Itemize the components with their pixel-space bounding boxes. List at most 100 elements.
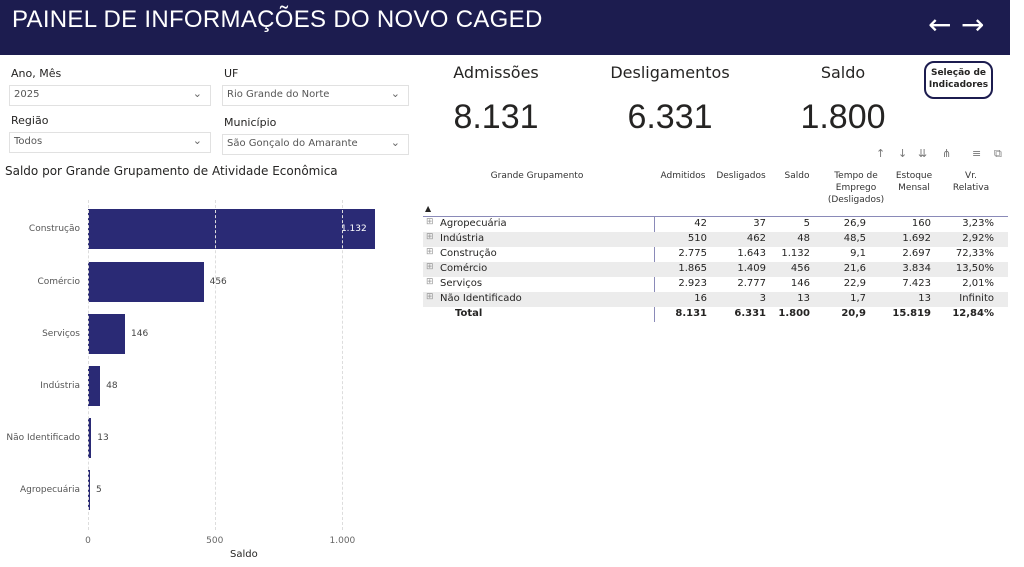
column-header[interactable]: Saldo — [747, 170, 847, 182]
arrow-left-icon[interactable]: ← — [928, 8, 952, 41]
table-cell: 13 — [797, 293, 810, 304]
data-label: 13 — [97, 433, 109, 443]
kpi-label-admissoes: Admissões — [453, 63, 539, 82]
bar-construção[interactable] — [88, 209, 375, 249]
expand-icon[interactable]: ⊞ — [426, 262, 434, 272]
column-header[interactable]: Grande Grupamento — [487, 170, 587, 182]
table-cell: 2.777 — [737, 278, 766, 289]
table-cell: 6.331 — [734, 308, 766, 319]
table-row[interactable]: Construção 2.775 1.643 1.132 9,1 2.697 72,33% ⊞ — [423, 247, 1008, 262]
table-cell: 9,1 — [850, 248, 866, 259]
municipio-dropdown[interactable]: São Gonçalo do Amarante ⌄ — [222, 134, 409, 155]
table-cell: 72,33% — [955, 248, 994, 259]
table-cell: 1.409 — [737, 263, 766, 274]
filter-label-regiao: Região — [11, 114, 49, 127]
data-label: 48 — [106, 381, 118, 391]
row-label: Indústria — [440, 233, 485, 244]
row-label: Total — [455, 308, 483, 319]
expand-icon[interactable]: ⊞ — [426, 277, 434, 287]
table-cell: 462 — [746, 233, 766, 244]
bar-comércio[interactable] — [88, 262, 204, 302]
filter-label-municipio: Município — [224, 116, 277, 129]
regiao-dropdown[interactable]: Todos ⌄ — [9, 132, 211, 153]
data-label: 146 — [131, 329, 149, 339]
expand-all-icon[interactable]: ⇊ — [918, 147, 928, 160]
dropdown-value: 2025 — [14, 89, 40, 100]
bar-indústria[interactable] — [88, 366, 101, 406]
table-cell: 3 — [759, 293, 766, 304]
gridline — [88, 200, 89, 530]
arrow-right-icon[interactable]: → — [961, 8, 985, 41]
hierarchy-icon[interactable]: ⋔ — [942, 147, 952, 160]
table-cell: 42 — [694, 218, 707, 229]
expand-icon[interactable]: ⊞ — [426, 247, 434, 257]
sort-indicator-icon[interactable]: ▲ — [425, 204, 432, 213]
column-header[interactable]: Tempo de Emprego (Desligados) — [806, 170, 906, 206]
data-label: 5 — [96, 485, 102, 495]
column-header-line: Relativa — [952, 183, 990, 193]
filter-icon[interactable]: ≡ — [972, 147, 982, 160]
column-header-line: Grande Grupamento — [490, 171, 584, 181]
sort-up-icon[interactable]: ↑ — [876, 147, 886, 160]
chevron-down-icon: ⌄ — [192, 87, 202, 100]
x-axis-label: Saldo — [230, 549, 258, 560]
filter-label-uf: UF — [224, 67, 239, 80]
column-header[interactable]: Desligados — [691, 170, 791, 182]
table-cell: 20,9 — [841, 308, 866, 319]
table-row[interactable]: Agropecuária 42 37 5 26,9 160 3,23% ⊞ — [423, 217, 1008, 232]
data-label: 1.132 — [340, 224, 367, 234]
column-header-line: Admitidos — [660, 171, 706, 181]
table-cell: 146 — [790, 278, 810, 289]
column-header-line: Emprego — [835, 183, 877, 193]
bar-serviços[interactable] — [88, 314, 125, 354]
table-cell: 12,84% — [952, 308, 994, 319]
category-label: Agropecuária — [19, 485, 80, 495]
dropdown-value: São Gonçalo do Amarante — [227, 138, 358, 149]
expand-icon[interactable]: ⊞ — [426, 217, 434, 227]
column-header-line: Desligados — [716, 171, 766, 181]
column-header-line: (Desligados) — [827, 195, 885, 205]
bar-não-identificado[interactable] — [88, 418, 92, 458]
filter-label-ano-mes: Ano, Mês — [11, 67, 62, 80]
x-tick-label: 0 — [85, 536, 91, 546]
column-header[interactable]: Estoque Mensal — [864, 170, 964, 194]
header-bar — [0, 0, 1010, 55]
ano-mes-dropdown[interactable]: 2025 ⌄ — [9, 85, 211, 106]
table-cell: 21,6 — [843, 263, 866, 274]
category-label: Não Identificado — [6, 433, 80, 443]
expand-icon[interactable]: ⊞ — [426, 232, 434, 242]
table-cell: 1.643 — [737, 248, 766, 259]
focus-mode-icon[interactable]: ⧉ — [994, 147, 1002, 160]
sort-down-icon[interactable]: ↓ — [898, 147, 908, 160]
dropdown-value: Rio Grande do Norte — [227, 89, 330, 100]
category-label: Construção — [28, 224, 80, 234]
column-header-line: Mensal — [898, 183, 930, 193]
x-tick-label: 1.000 — [329, 536, 356, 546]
selecao-indicadores-button[interactable]: Seleção de Indicadores — [924, 61, 993, 99]
column-header[interactable]: Vr. Relativa — [921, 170, 1021, 194]
table-cell: Infinito — [959, 293, 994, 304]
row-label: Não Identificado — [440, 293, 522, 304]
kpi-value-admissoes: 8.131 — [453, 98, 539, 136]
uf-dropdown[interactable]: Rio Grande do Norte ⌄ — [222, 85, 409, 106]
expand-icon[interactable]: ⊞ — [426, 292, 434, 302]
kpi-label-saldo: Saldo — [820, 63, 866, 82]
table-row[interactable]: Comércio 1.865 1.409 456 21,6 3.834 13,50% ⊞ — [423, 262, 1008, 277]
category-label: Comércio — [37, 277, 80, 287]
kpi-label-desligamentos: Desligamentos — [610, 63, 730, 82]
table-row[interactable]: Serviços 2.923 2.777 146 22,9 7.423 2,01% ⊞ — [423, 277, 1008, 292]
table-cell: 1.865 — [678, 263, 707, 274]
table-row[interactable]: Não Identificado 16 3 13 1,7 13 Infinito ⊞ — [423, 292, 1008, 307]
column-header-line: Tempo de — [834, 171, 878, 181]
table-row[interactable]: Indústria 510 462 48 48,5 1.692 2,92% ⊞ — [423, 232, 1008, 247]
bar-agropecuária[interactable] — [88, 470, 90, 510]
gridline — [214, 200, 216, 530]
table-cell: 510 — [687, 233, 707, 244]
row-label: Agropecuária — [440, 218, 507, 229]
table-cell: 2,92% — [962, 233, 994, 244]
data-label: 456 — [209, 277, 227, 287]
table-cell: 48 — [797, 233, 810, 244]
table-cell: 22,9 — [843, 278, 866, 289]
table-cell: 13 — [918, 293, 931, 304]
column-header[interactable]: Admitidos — [633, 170, 733, 182]
